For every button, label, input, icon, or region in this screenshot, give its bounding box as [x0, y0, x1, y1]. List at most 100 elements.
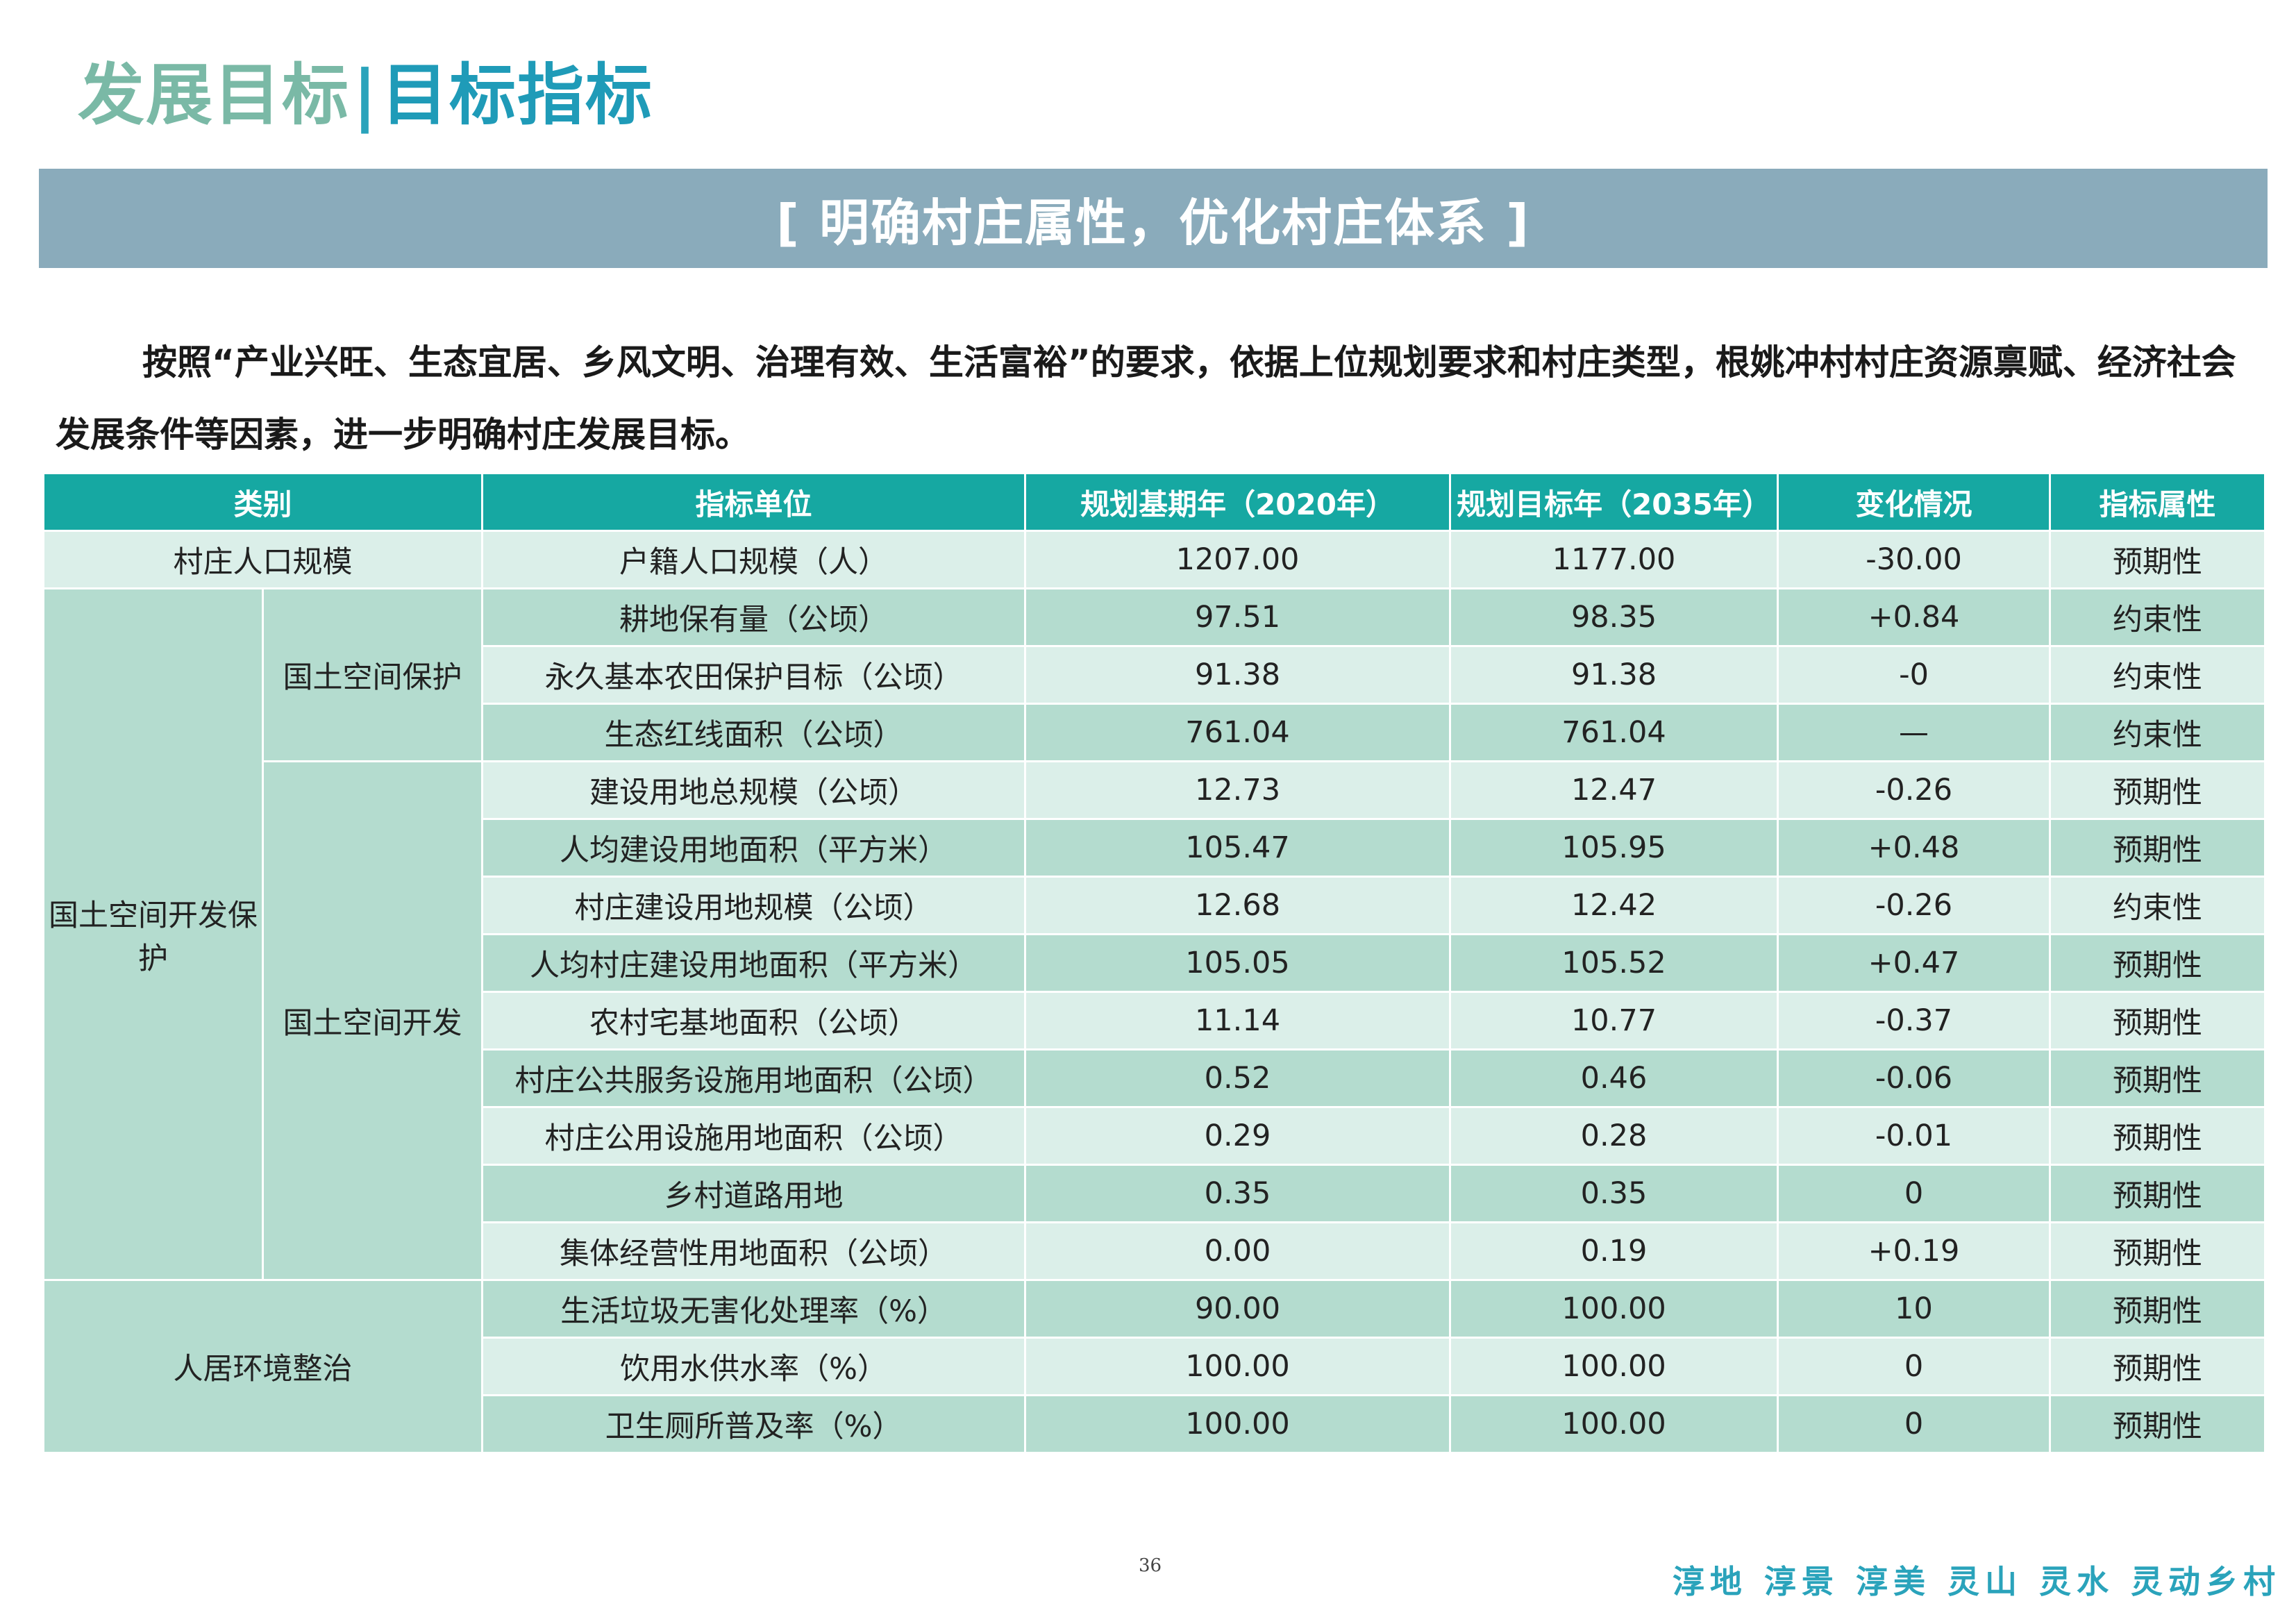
table-row: 村庄公共服务设施用地面积（公顷） 0.52 0.46 -0.06 预期性 — [44, 1048, 2267, 1108]
attribute-cell: 预期性 — [2049, 530, 2267, 589]
change-cell: 10 — [1777, 1279, 2052, 1339]
indicator-cell: 建设用地总规模（公顷） — [481, 760, 1027, 820]
indicator-cell: 卫生厕所普及率（%） — [481, 1394, 1027, 1454]
table-row: 村庄人口规模 户籍人口规模（人） 1207.00 1177.00 -30.00 … — [42, 530, 2267, 589]
base-value-cell: 0.29 — [1024, 1106, 1452, 1166]
banner-text: [ 明确村庄属性，优化村庄体系 ] — [776, 194, 1530, 252]
subcategory-cell: 国土空间开发 — [261, 760, 484, 1281]
target-value-cell: 12.42 — [1449, 876, 1779, 935]
target-value-cell: 12.47 — [1449, 760, 1779, 820]
change-cell: 0 — [1777, 1337, 2052, 1396]
change-cell: +0.48 — [1777, 818, 2052, 878]
change-cell: 0 — [1777, 1164, 2052, 1223]
section-banner: [ 明确村庄属性，优化村庄体系 ] — [39, 169, 2268, 268]
attribute-cell: 预期性 — [2049, 1048, 2267, 1108]
table-row: 人均建设用地面积（平方米） 105.47 105.95 +0.48 预期性 — [44, 818, 2267, 878]
attribute-cell: 预期性 — [2049, 1394, 2267, 1454]
base-value-cell: 11.14 — [1024, 991, 1452, 1050]
table-row: 生态红线面积（公顷） 761.04 761.04 — 约束性 — [44, 703, 2267, 762]
indicator-cell: 耕地保有量（公顷） — [481, 587, 1027, 647]
attribute-cell: 预期性 — [2049, 991, 2267, 1050]
page-number: 36 — [1139, 1555, 1162, 1576]
title-part-1: 发展目标 — [78, 56, 350, 134]
attribute-cell: 预期性 — [2049, 1337, 2267, 1396]
title-separator: | — [353, 56, 379, 134]
target-value-cell: 105.52 — [1449, 933, 1779, 993]
change-cell: 0 — [1777, 1394, 2052, 1454]
change-cell: -0.06 — [1777, 1048, 2052, 1108]
table-row: 饮用水供水率（%） 100.00 100.00 0 预期性 — [44, 1337, 2267, 1396]
base-value-cell: 0.00 — [1024, 1221, 1452, 1281]
header-indicator: 指标单位 — [481, 472, 1027, 532]
indicator-cell: 农村宅基地面积（公顷） — [481, 991, 1027, 1050]
change-cell: — — [1777, 703, 2052, 762]
target-value-cell: 0.28 — [1449, 1106, 1779, 1166]
table-row: 人居环境整治 生活垃圾无害化处理率（%） 90.00 100.00 10 预期性 — [42, 1279, 2267, 1454]
change-cell: -0.01 — [1777, 1106, 2052, 1166]
base-value-cell: 100.00 — [1024, 1337, 1452, 1396]
target-value-cell: 100.00 — [1449, 1394, 1779, 1454]
attribute-cell: 预期性 — [2049, 818, 2267, 878]
base-value-cell: 100.00 — [1024, 1394, 1452, 1454]
indicator-cell: 集体经营性用地面积（公顷） — [481, 1221, 1027, 1281]
change-cell: +0.84 — [1777, 587, 2052, 647]
base-value-cell: 105.05 — [1024, 933, 1452, 993]
title-part-2: 目标指标 — [381, 56, 654, 134]
change-cell: -0.37 — [1777, 991, 2052, 1050]
attribute-cell: 约束性 — [2049, 703, 2267, 762]
table-row: 卫生厕所普及率（%） 100.00 100.00 0 预期性 — [44, 1394, 2267, 1454]
subcategory-cell: 国土空间保护 — [261, 587, 484, 762]
base-value-cell: 97.51 — [1024, 587, 1452, 647]
indicator-cell: 生态红线面积（公顷） — [481, 703, 1027, 762]
attribute-cell: 约束性 — [2049, 645, 2267, 705]
table-row: 村庄建设用地规模（公顷） 12.68 12.42 -0.26 约束性 — [44, 876, 2267, 935]
indicator-cell: 人均村庄建设用地面积（平方米） — [481, 933, 1027, 993]
base-value-cell: 0.52 — [1024, 1048, 1452, 1108]
table-row: 国土空间开发保护 国土空间保护 耕地保有量（公顷） 97.51 98.35 +0… — [42, 587, 2267, 1281]
category-cell: 村庄人口规模 — [42, 530, 484, 589]
indicator-cell: 户籍人口规模（人） — [481, 530, 1027, 589]
change-cell: +0.19 — [1777, 1221, 2052, 1281]
base-value-cell: 1207.00 — [1024, 530, 1452, 589]
attribute-cell: 预期性 — [2049, 933, 2267, 993]
category-cell: 人居环境整治 — [42, 1279, 484, 1454]
target-value-cell: 761.04 — [1449, 703, 1779, 762]
target-value-cell: 0.19 — [1449, 1221, 1779, 1281]
attribute-cell: 预期性 — [2049, 760, 2267, 820]
attribute-cell: 预期性 — [2049, 1106, 2267, 1166]
category-cell: 国土空间开发保护 — [42, 587, 264, 1281]
attribute-cell: 约束性 — [2049, 587, 2267, 647]
change-cell: +0.47 — [1777, 933, 2052, 993]
base-value-cell: 12.68 — [1024, 876, 1452, 935]
target-value-cell: 10.77 — [1449, 991, 1779, 1050]
header-attribute: 指标属性 — [2049, 472, 2267, 532]
indicator-cell: 乡村道路用地 — [481, 1164, 1027, 1223]
table-row: 村庄公用设施用地面积（公顷） 0.29 0.28 -0.01 预期性 — [44, 1106, 2267, 1166]
target-value-cell: 105.95 — [1449, 818, 1779, 878]
header-target-year: 规划目标年（2035年） — [1449, 472, 1779, 532]
header-base-year: 规划基期年（2020年） — [1024, 472, 1452, 532]
target-value-cell: 1177.00 — [1449, 530, 1779, 589]
attribute-cell: 预期性 — [2049, 1279, 2267, 1339]
target-value-cell: 0.46 — [1449, 1048, 1779, 1108]
change-cell: -30.00 — [1777, 530, 2052, 589]
target-value-cell: 91.38 — [1449, 645, 1779, 705]
table-row: 人均村庄建设用地面积（平方米） 105.05 105.52 +0.47 预期性 — [44, 933, 2267, 993]
attribute-cell: 预期性 — [2049, 1221, 2267, 1281]
indicator-cell: 村庄公共服务设施用地面积（公顷） — [481, 1048, 1027, 1108]
indicator-cell: 人均建设用地面积（平方米） — [481, 818, 1027, 878]
target-value-cell: 0.35 — [1449, 1164, 1779, 1223]
target-value-cell: 98.35 — [1449, 587, 1779, 647]
header-category: 类别 — [42, 472, 484, 532]
base-value-cell: 90.00 — [1024, 1279, 1452, 1339]
intro-paragraph: 按照“产业兴旺、生态宜居、乡风文明、治理有效、生活富裕”的要求，依据上位规划要求… — [56, 342, 2236, 455]
target-value-cell: 100.00 — [1449, 1279, 1779, 1339]
indicator-cell: 永久基本农田保护目标（公顷） — [481, 645, 1027, 705]
change-cell: -0.26 — [1777, 760, 2052, 820]
change-cell: -0 — [1777, 645, 2052, 705]
header-change: 变化情况 — [1777, 472, 2052, 532]
base-value-cell: 0.35 — [1024, 1164, 1452, 1223]
indicator-cell: 村庄建设用地规模（公顷） — [481, 876, 1027, 935]
page-title: 发展目标|目标指标 — [78, 50, 653, 140]
base-value-cell: 761.04 — [1024, 703, 1452, 762]
